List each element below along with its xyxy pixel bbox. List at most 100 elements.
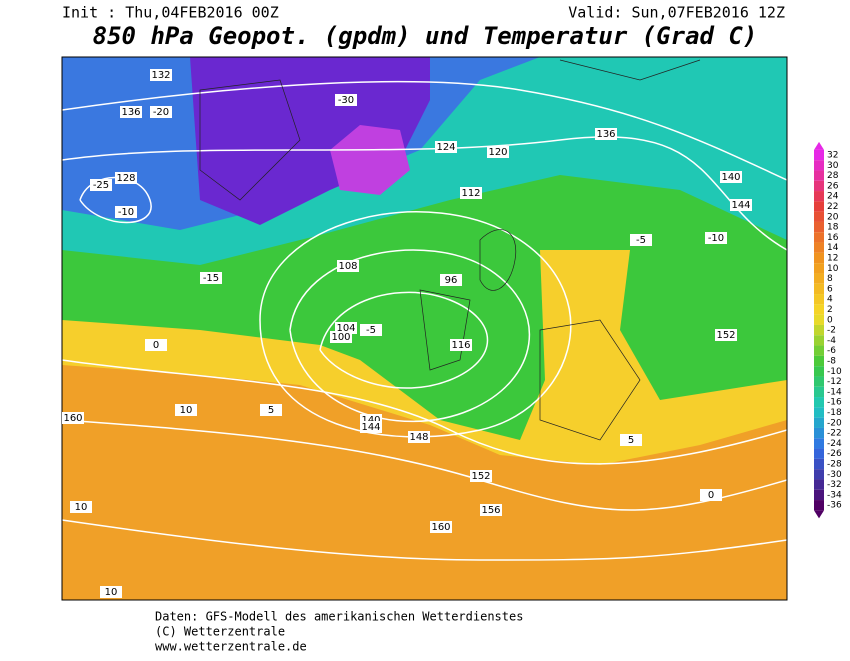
colorbar-cap: [814, 510, 824, 519]
label-box: [620, 434, 642, 446]
colorbar-swatch: [814, 180, 824, 192]
colorbar-label: -12: [827, 377, 842, 387]
contour-label: 0: [153, 340, 159, 351]
colorbar-swatch: [814, 232, 824, 243]
colorbar-swatch: [814, 345, 824, 356]
label-box: [480, 504, 502, 516]
footer-line: (C) Wetterzentrale: [155, 625, 285, 639]
label-box: [335, 94, 357, 106]
map-frame: [61, 56, 788, 601]
colorbar-swatch: [814, 448, 824, 459]
colorbar-label: -20: [827, 418, 842, 428]
colorbar-label: -10: [827, 367, 842, 377]
colorbar-label: 26: [827, 181, 839, 191]
contour-label: 152: [716, 330, 735, 341]
colorbar-label: 30: [827, 161, 839, 171]
colorbar-label: -30: [827, 470, 842, 480]
label-box: [115, 172, 137, 184]
label-box: [595, 128, 617, 140]
valid-time: Valid: Sun,07FEB2016 12Z: [568, 4, 785, 22]
colorbar-label: -16: [827, 398, 842, 408]
colorbar-label: 2: [827, 305, 833, 315]
contour-label: 160: [431, 522, 450, 533]
label-box: [460, 187, 482, 199]
colorbar-swatch: [814, 304, 824, 315]
colorbar-label: 8: [827, 274, 833, 284]
colorbar-swatch: [814, 201, 824, 212]
label-box: [630, 234, 652, 246]
colorbar-label: -26: [827, 449, 842, 459]
label-box: [145, 339, 167, 351]
contour-label: 136: [596, 129, 615, 140]
colorbar-swatch: [814, 252, 824, 264]
colorbar-label: 6: [827, 284, 833, 294]
contour-label: 160: [63, 413, 82, 424]
title: 850 hPa Geopot. (gpdm) und Temperatur (G…: [93, 22, 758, 50]
colorbar-label: -2: [827, 326, 836, 336]
colorbar-label: -18: [827, 408, 842, 418]
label-box: [330, 331, 352, 343]
colorbar-swatch: [814, 149, 824, 161]
contour-label: 10: [75, 502, 88, 513]
contour-label: 0: [708, 490, 714, 501]
label-box: [487, 146, 509, 158]
contour-label: 10: [105, 587, 118, 598]
colorbar-label: 32: [827, 151, 838, 161]
colorbar-swatch: [814, 469, 824, 480]
contour-label: 112: [461, 188, 480, 199]
colorbar-label: 12: [827, 254, 838, 264]
label-box: [715, 329, 737, 341]
colorbar-label: -24: [827, 439, 842, 449]
contour-label: 5: [268, 405, 274, 416]
colorbar-swatch: [814, 427, 824, 439]
contour-label: -5: [366, 325, 376, 336]
colorbar-swatch: [814, 335, 824, 346]
contour-label: 108: [338, 261, 357, 272]
label-box: [175, 404, 197, 416]
label-box: [450, 339, 472, 351]
label-box: [70, 501, 92, 513]
colorbar-label: -32: [827, 480, 842, 490]
label-box: [150, 106, 172, 118]
contour-label: 124: [436, 142, 455, 153]
label-box: [115, 206, 137, 218]
label-box: [408, 431, 430, 443]
footer-line: www.wetterzentrale.de: [155, 640, 307, 654]
colorbar-swatch: [814, 407, 824, 418]
label-box: [430, 521, 452, 533]
colorbar-label: 16: [827, 233, 839, 243]
colorbar-label: -22: [827, 429, 842, 439]
colorbar-swatch: [814, 314, 824, 325]
contour-label: 148: [409, 432, 428, 443]
contour-label: -10: [708, 233, 724, 244]
contour-label: 128: [116, 173, 135, 184]
colorbar-swatch: [814, 221, 824, 233]
contour-label: -15: [203, 273, 219, 284]
colorbar-label: 0: [827, 315, 833, 325]
colorbar-label: 24: [827, 192, 839, 202]
colorbar-label: 28: [827, 171, 839, 181]
contour-label: 144: [361, 422, 380, 433]
contour-label: 140: [721, 172, 740, 183]
colorbar-swatch: [814, 294, 824, 305]
label-box: [435, 141, 457, 153]
contour-label: 5: [628, 435, 634, 446]
label-box: [120, 106, 142, 118]
colorbar-label: -28: [827, 460, 842, 470]
init-time: Init : Thu,04FEB2016 00Z: [62, 4, 279, 22]
colorbar-label: 14: [827, 243, 839, 253]
label-box: [200, 272, 222, 284]
colorbar-swatch: [814, 438, 824, 449]
label-box: [337, 260, 359, 272]
very-cold-region: [190, 57, 430, 225]
colorbar-label: 10: [827, 264, 839, 274]
colorbar-label: 22: [827, 202, 838, 212]
colorbar-label: 20: [827, 212, 839, 222]
colorbar-swatch: [814, 273, 824, 284]
contour-label: 152: [471, 471, 490, 482]
label-box: [62, 412, 84, 424]
label-box: [720, 171, 742, 183]
label-box: [90, 179, 112, 191]
colorbar-label: -8: [827, 357, 836, 367]
coastlines: [199, 59, 701, 441]
